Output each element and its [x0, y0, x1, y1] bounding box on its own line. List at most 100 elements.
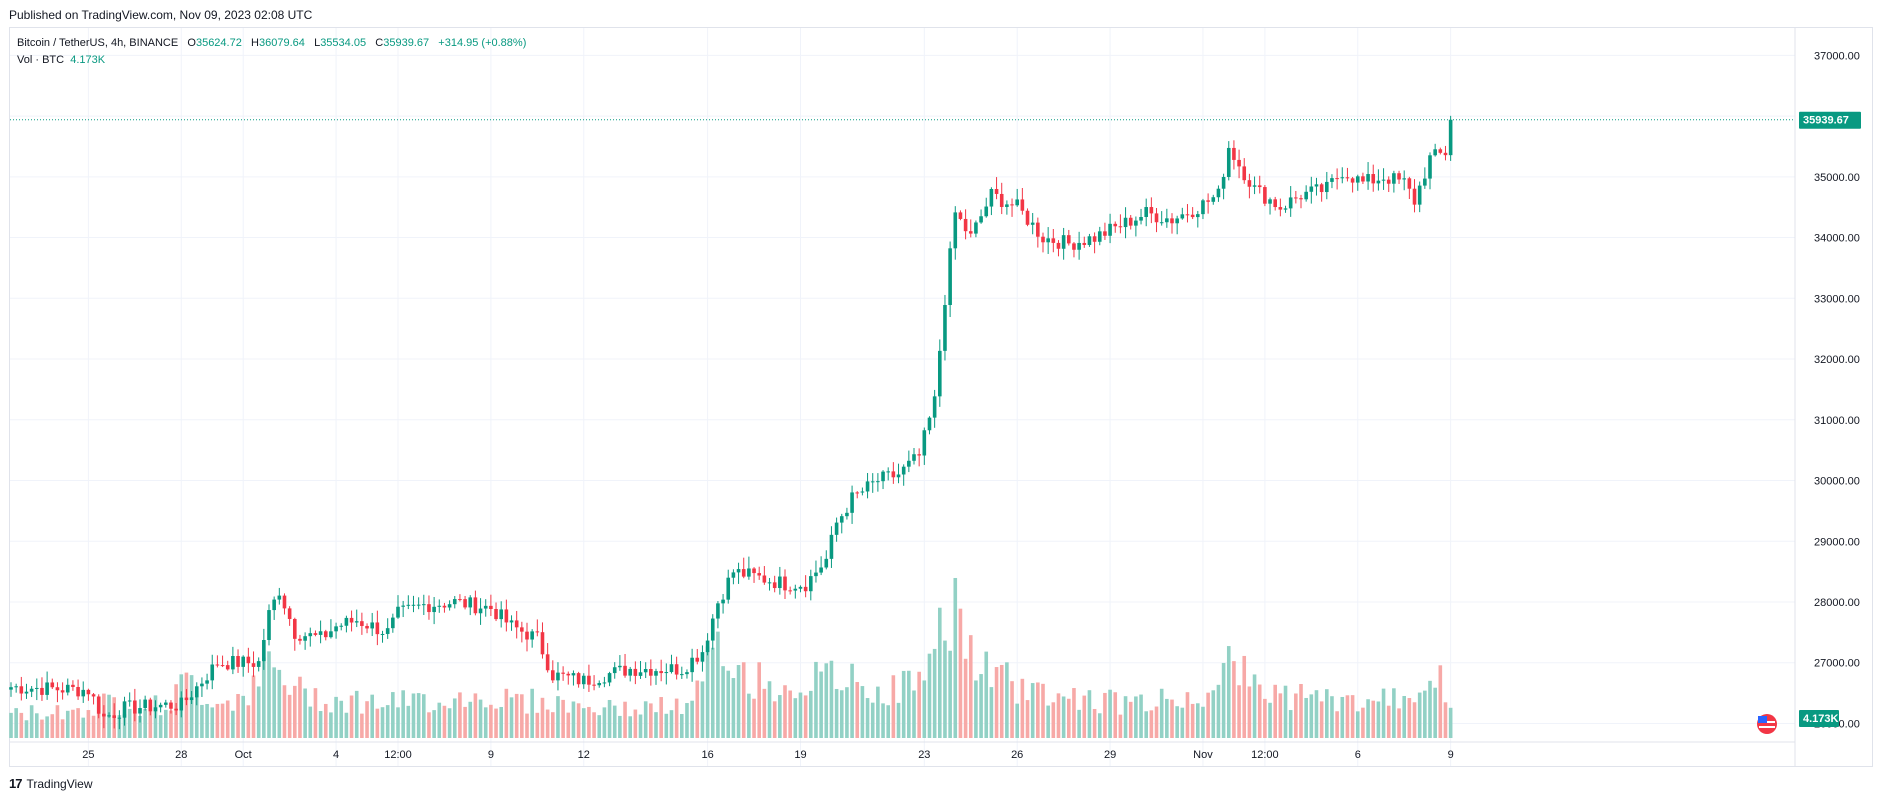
- candle[interactable]: [287, 606, 292, 626]
- candle[interactable]: [1397, 170, 1401, 184]
- candle[interactable]: [1268, 197, 1272, 215]
- candle[interactable]: [855, 491, 860, 499]
- candle[interactable]: [1175, 215, 1179, 235]
- candle[interactable]: [14, 683, 18, 693]
- candle[interactable]: [545, 643, 550, 673]
- candle[interactable]: [318, 620, 323, 644]
- candle[interactable]: [339, 623, 344, 631]
- candle[interactable]: [638, 661, 643, 679]
- candle[interactable]: [612, 662, 617, 679]
- candle[interactable]: [1159, 211, 1164, 226]
- candle[interactable]: [778, 566, 782, 595]
- candle[interactable]: [1077, 231, 1081, 260]
- candle[interactable]: [1438, 147, 1443, 155]
- candle[interactable]: [478, 598, 483, 625]
- candle[interactable]: [463, 595, 467, 610]
- candle[interactable]: [1185, 204, 1190, 223]
- candle[interactable]: [174, 702, 178, 716]
- candle[interactable]: [422, 594, 426, 615]
- candle[interactable]: [514, 610, 519, 639]
- candle[interactable]: [349, 610, 354, 632]
- candle[interactable]: [452, 596, 457, 609]
- candle[interactable]: [1072, 242, 1076, 258]
- candle[interactable]: [96, 694, 101, 719]
- candle[interactable]: [1196, 210, 1200, 228]
- candle[interactable]: [401, 600, 405, 618]
- candle[interactable]: [1206, 193, 1210, 214]
- candle[interactable]: [256, 657, 261, 672]
- candle[interactable]: [772, 575, 777, 593]
- candle[interactable]: [1087, 233, 1092, 247]
- candle[interactable]: [530, 629, 534, 648]
- candle[interactable]: [468, 595, 473, 616]
- candle[interactable]: [762, 566, 767, 585]
- candle[interactable]: [494, 602, 498, 622]
- candle[interactable]: [1273, 196, 1277, 211]
- candle[interactable]: [1294, 190, 1298, 204]
- candle[interactable]: [680, 666, 684, 679]
- candle[interactable]: [907, 450, 911, 473]
- candle[interactable]: [809, 569, 813, 601]
- candle[interactable]: [385, 618, 390, 639]
- candle[interactable]: [76, 679, 80, 700]
- candle[interactable]: [571, 670, 576, 686]
- candle[interactable]: [540, 622, 545, 659]
- candle[interactable]: [298, 634, 302, 645]
- candle[interactable]: [943, 294, 947, 361]
- candle[interactable]: [1345, 167, 1350, 182]
- candle[interactable]: [525, 622, 529, 652]
- candle[interactable]: [1165, 208, 1169, 228]
- candle[interactable]: [1355, 174, 1360, 191]
- candle[interactable]: [1423, 167, 1427, 189]
- candle[interactable]: [1118, 214, 1123, 234]
- candle[interactable]: [323, 629, 328, 641]
- candle[interactable]: [783, 569, 787, 599]
- candle[interactable]: [1361, 172, 1365, 185]
- candle[interactable]: [1154, 207, 1159, 233]
- candle[interactable]: [1283, 205, 1288, 213]
- candle[interactable]: [938, 339, 942, 407]
- candle[interactable]: [1314, 177, 1319, 196]
- candle[interactable]: [979, 209, 983, 224]
- candle[interactable]: [1061, 227, 1066, 260]
- candle[interactable]: [329, 619, 333, 639]
- candle[interactable]: [370, 612, 374, 637]
- candle[interactable]: [726, 569, 731, 604]
- candle[interactable]: [1092, 232, 1097, 254]
- candle[interactable]: [1247, 173, 1252, 199]
- tradingview-logo-icon[interactable]: 17: [9, 776, 23, 791]
- candle[interactable]: [50, 678, 55, 690]
- candle[interactable]: [1041, 232, 1045, 253]
- candle[interactable]: [1051, 228, 1056, 253]
- candle[interactable]: [814, 560, 818, 583]
- candle[interactable]: [752, 567, 756, 583]
- candle[interactable]: [633, 661, 638, 685]
- candle[interactable]: [623, 653, 627, 678]
- candle[interactable]: [716, 601, 720, 629]
- candle[interactable]: [499, 601, 503, 628]
- candle[interactable]: [344, 615, 349, 633]
- candle[interactable]: [963, 209, 968, 240]
- candle[interactable]: [313, 630, 318, 637]
- candle[interactable]: [1392, 170, 1396, 193]
- candle[interactable]: [458, 594, 462, 602]
- candle[interactable]: [1288, 186, 1293, 217]
- candle[interactable]: [690, 648, 694, 682]
- candle[interactable]: [1340, 167, 1345, 184]
- candle[interactable]: [1350, 176, 1355, 193]
- candle[interactable]: [628, 666, 632, 682]
- candle[interactable]: [1010, 198, 1014, 217]
- candle[interactable]: [308, 627, 313, 647]
- candle[interactable]: [1443, 145, 1448, 161]
- candle[interactable]: [509, 615, 514, 631]
- candle[interactable]: [71, 680, 75, 691]
- candle[interactable]: [1113, 221, 1118, 233]
- candle[interactable]: [447, 600, 452, 611]
- candle[interactable]: [251, 651, 256, 677]
- candle[interactable]: [731, 569, 736, 585]
- candle[interactable]: [896, 463, 901, 484]
- candle[interactable]: [824, 550, 829, 570]
- candle[interactable]: [489, 594, 493, 617]
- candle[interactable]: [1278, 198, 1283, 217]
